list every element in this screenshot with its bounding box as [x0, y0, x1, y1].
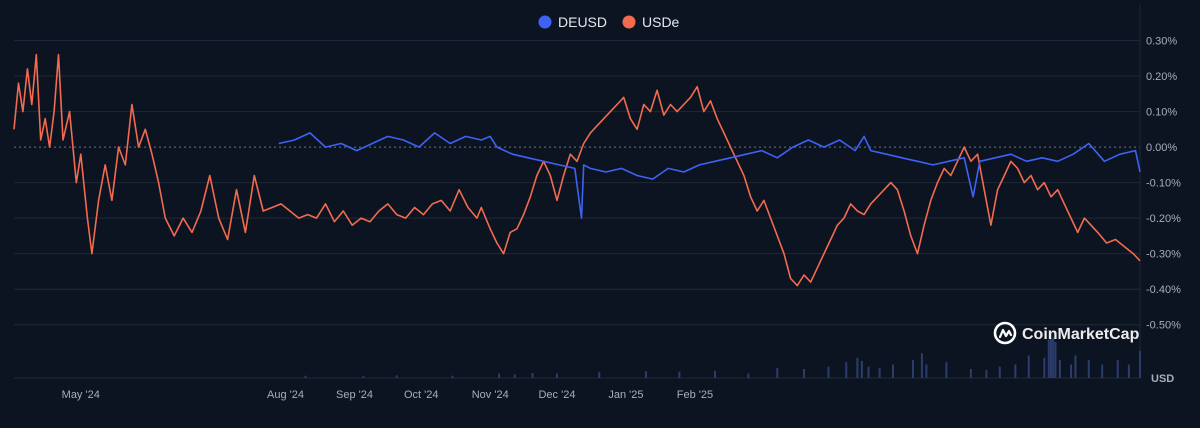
volume-bar [1101, 364, 1104, 378]
volume-bar [747, 373, 750, 378]
y-tick-label: -0.20% [1146, 213, 1181, 225]
volume-bar [498, 373, 501, 378]
watermark-text: CoinMarketCap [1022, 326, 1140, 343]
y-tick-label: -0.40% [1146, 284, 1181, 296]
y-tick-label: -0.50% [1146, 320, 1181, 332]
volume-bar [776, 368, 779, 378]
x-tick-label: Jan '25 [608, 389, 643, 401]
volume-unit-label: USD [1151, 373, 1174, 385]
legend-item-deusd[interactable]: DEUSD [538, 14, 608, 30]
x-tick-label: Sep '24 [336, 389, 373, 401]
volume-bar [920, 353, 923, 378]
volume-bar [1070, 364, 1073, 378]
volume-bar [827, 366, 830, 378]
volume-bar [802, 369, 805, 378]
x-tick-label: Dec '24 [538, 389, 575, 401]
y-tick-label: 0.20% [1146, 71, 1177, 83]
volume-bar [395, 375, 398, 378]
legend-label-deusd: DEUSD [558, 14, 607, 30]
volume-bar [1043, 357, 1046, 378]
y-tick-label: 0.30% [1146, 36, 1177, 48]
volume-bar [867, 366, 870, 378]
volume-bar [678, 371, 681, 378]
volume-bar [1014, 364, 1017, 378]
series-line-deusd [278, 132, 1141, 219]
volume-bar [998, 366, 1001, 378]
x-tick-label: Nov '24 [472, 389, 509, 401]
x-tick-label: Feb '25 [677, 389, 713, 401]
coinmarketcap-watermark: CoinMarketCap [993, 321, 1140, 345]
volume-bar [891, 364, 894, 378]
volume-bar [598, 372, 601, 378]
y-tick-label: -0.10% [1146, 178, 1181, 190]
volume-bar [845, 362, 848, 378]
volume-bar [531, 373, 534, 378]
x-tick-label: Aug '24 [267, 389, 304, 401]
volume-bar [945, 362, 948, 378]
volume-bar [1052, 337, 1055, 378]
volume-bar [912, 360, 915, 378]
legend-swatch-deusd [538, 15, 552, 29]
volume-bar [304, 375, 307, 378]
legend-label-usde: USDe [642, 14, 680, 30]
volume-bar [1087, 360, 1090, 378]
legend[interactable]: DEUSD USDe [538, 14, 680, 30]
legend-swatch-usde [622, 15, 636, 29]
volume-bar [713, 370, 716, 378]
coinmarketcap-logo-icon [993, 321, 1017, 345]
volume-bar [1054, 342, 1057, 378]
volume-bar [1027, 355, 1030, 378]
series-lines [13, 53, 1141, 287]
volume-bar [1058, 360, 1061, 378]
volume-bar [856, 357, 859, 378]
volume-bar [555, 373, 558, 378]
volume-bar [1139, 351, 1141, 378]
volume-bar [969, 369, 972, 378]
volume-bar [1074, 355, 1077, 378]
x-axis: May '24 Aug '24 Sep '24 Oct '24 Nov '24 Dec '… [62, 389, 713, 401]
legend-item-usde[interactable]: USDe [622, 14, 680, 30]
volume-bar [644, 371, 647, 378]
x-tick-label: May '24 [62, 389, 100, 401]
volume-bar [1127, 364, 1130, 378]
volume-bar [451, 375, 454, 378]
volume-bar [860, 360, 863, 378]
y-axis: 0.30% 0.20% 0.10% 0.00% -0.10% -0.20% -0.30% -0… [1146, 36, 1181, 332]
volume-bar [1116, 360, 1119, 378]
volume-bar [878, 368, 881, 378]
volume-bar [925, 364, 928, 378]
series-line-usde [13, 53, 1141, 287]
volume-bars [304, 333, 1141, 378]
volume-bar [513, 374, 516, 378]
y-tick-label: 0.10% [1146, 107, 1177, 119]
volume-bar [985, 369, 988, 378]
volume-bar [1049, 333, 1052, 378]
volume-bar [1047, 339, 1050, 378]
y-tick-label: -0.30% [1146, 249, 1181, 261]
volume-bar [362, 376, 365, 378]
y-tick-label: 0.00% [1146, 142, 1177, 154]
x-tick-label: Oct '24 [404, 389, 439, 401]
